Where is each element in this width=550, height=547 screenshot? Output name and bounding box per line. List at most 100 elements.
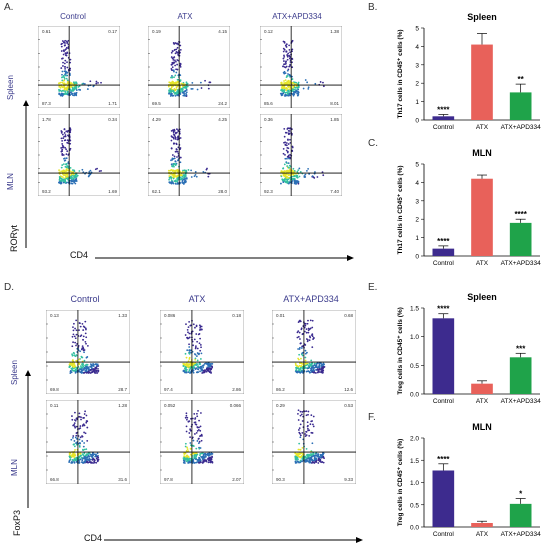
flow-plot: 0.13 1.33 69.8 28.7 xyxy=(46,310,130,394)
x-tick-label: ATX+APD334 xyxy=(501,124,542,131)
quadrant-value: 0.18 xyxy=(232,313,241,318)
panel-d-x-arrow xyxy=(104,537,363,543)
panel-d-xlabel: CD4 xyxy=(84,533,103,543)
flow-plot: 0.12 1.38 85.6 8.01 xyxy=(260,26,342,108)
panel-d-ylabel: FoxP3 xyxy=(12,509,22,536)
panel-a-y-arrow xyxy=(23,100,29,248)
quadrant-value: 87.3 xyxy=(42,101,51,106)
significance-label: *** xyxy=(516,344,526,353)
bar xyxy=(471,383,493,394)
chart-title: MLN xyxy=(472,422,492,432)
quadrant-value: 4.25 xyxy=(218,117,227,122)
bar xyxy=(432,318,455,394)
y-tick-label: 0.5 xyxy=(410,502,419,509)
significance-label: **** xyxy=(514,210,527,219)
quadrant-value: 69.8 xyxy=(50,387,59,392)
quadrant-value: 0.13 xyxy=(50,313,59,318)
flow-plot: 0.052 0.066 97.8 2.07 xyxy=(160,400,244,484)
panel-c-label: C. xyxy=(368,138,378,149)
quadrant-value: 28.0 xyxy=(218,189,227,194)
quadrant-value: 0.086 xyxy=(164,313,176,318)
quadrant-value: 1.71 xyxy=(108,101,117,106)
spleen-treg-bar-chart: Spleen Treg cells in CD45⁺ cells (%) 0.0 0.… xyxy=(397,292,541,405)
y-tick-label: 3 xyxy=(415,198,419,205)
significance-label: **** xyxy=(437,105,450,114)
quadrant-value: 4.15 xyxy=(218,29,227,34)
y-tick-label: 1.5 xyxy=(410,306,419,313)
quadrant-value: 31.6 xyxy=(118,477,127,482)
significance-label: **** xyxy=(437,305,450,314)
quadrant-value: 28.7 xyxy=(118,387,127,392)
quadrant-value: 0.61 xyxy=(42,29,51,34)
quadrant-value: 0.052 xyxy=(164,403,176,408)
flow-plot: 0.29 0.53 90.3 9.33 xyxy=(272,400,356,484)
quadrant-value: 0.066 xyxy=(230,403,242,408)
significance-label: * xyxy=(519,490,523,499)
mln-treg-bar-chart: MLN Treg cells in CD45⁺ cells (%) 0.0 0.5 1.… xyxy=(397,422,542,538)
y-axis-label: Th17 cells in CD45⁺ cells (%) xyxy=(397,165,404,254)
quadrant-value: 0.29 xyxy=(276,403,285,408)
significance-label: ** xyxy=(518,75,525,84)
y-tick-label: 2.0 xyxy=(410,436,419,443)
quadrant-value: 97.8 xyxy=(164,477,173,482)
bar xyxy=(471,178,493,256)
panel-e-label: E. xyxy=(368,282,378,293)
panel-a-col-atxapd: ATX+APD334 xyxy=(272,12,322,21)
panel-a-col-control: Control xyxy=(60,12,86,21)
flow-plot: 0.11 1.28 66.8 31.6 xyxy=(46,400,130,484)
panel-d-row-mln: MLN xyxy=(10,459,19,476)
quadrant-value: 0.34 xyxy=(108,117,117,122)
y-axis-label: Th17 cells in CD45⁺ cells (%) xyxy=(397,29,404,118)
x-tick-label: ATX+APD334 xyxy=(501,531,542,538)
quadrant-value: 85.6 xyxy=(264,101,273,106)
x-tick-label: Control xyxy=(433,398,455,405)
quadrant-value: 8.01 xyxy=(330,101,339,106)
quadrant-value: 24.2 xyxy=(218,101,227,106)
chart-title: Spleen xyxy=(467,12,497,22)
bar xyxy=(509,92,532,120)
y-tick-label: 0.0 xyxy=(410,392,419,399)
flow-plot: 4.29 4.25 62.1 28.0 xyxy=(148,114,230,196)
x-tick-label: ATX xyxy=(476,398,489,405)
quadrant-value: 1.69 xyxy=(108,189,117,194)
flow-plot: 1.78 0.34 93.2 1.69 xyxy=(38,114,120,196)
panel-a-col-atx: ATX xyxy=(177,12,193,21)
bar xyxy=(509,503,532,527)
panel-d-row-spleen: Spleen xyxy=(10,360,19,385)
quadrant-value: 9.33 xyxy=(344,477,353,482)
panel-d-label: D. xyxy=(4,282,14,293)
quadrant-value: 2.86 xyxy=(232,387,241,392)
significance-label: **** xyxy=(437,237,450,246)
quadrant-value: 1.38 xyxy=(330,29,339,34)
flow-plot: 0.01 0.68 86.2 12.6 xyxy=(272,310,356,394)
quadrant-value: 0.12 xyxy=(264,29,273,34)
y-tick-label: 1 xyxy=(415,99,419,106)
quadrant-value: 66.8 xyxy=(50,477,59,482)
panel-d-col-atx: ATX xyxy=(188,294,206,304)
panel-a-label: A. xyxy=(4,2,14,13)
y-tick-label: 3 xyxy=(415,62,419,69)
y-tick-label: 5 xyxy=(415,162,419,169)
panel-b-label: B. xyxy=(368,2,378,13)
y-tick-label: 5 xyxy=(415,26,419,33)
y-tick-label: 1.0 xyxy=(410,480,419,487)
bar xyxy=(432,116,455,120)
y-tick-label: 1.0 xyxy=(410,334,419,341)
panel-a-row-spleen: Spleen xyxy=(6,75,15,100)
significance-label: **** xyxy=(437,455,450,464)
y-tick-label: 0.0 xyxy=(410,525,419,532)
y-tick-label: 1 xyxy=(415,235,419,242)
x-tick-label: ATX xyxy=(476,531,489,538)
mln-th17-bar-chart: MLN Th17 cells in CD45⁺ cells (%) 0 1 2 3 4 5 **… xyxy=(397,148,542,267)
y-tick-label: 2 xyxy=(415,217,419,224)
x-tick-label: ATX+APD334 xyxy=(501,260,542,267)
bar xyxy=(471,44,493,121)
x-tick-label: ATX xyxy=(476,124,489,131)
quadrant-value: 12.6 xyxy=(344,387,353,392)
panel-a-ylabel: RORγt xyxy=(9,225,19,252)
y-tick-label: 4 xyxy=(415,44,419,51)
quadrant-value: 93.2 xyxy=(42,189,51,194)
flow-plot: 0.36 1.85 92.3 7.40 xyxy=(260,114,342,196)
x-tick-label: Control xyxy=(433,260,455,267)
y-tick-label: 2 xyxy=(415,81,419,88)
